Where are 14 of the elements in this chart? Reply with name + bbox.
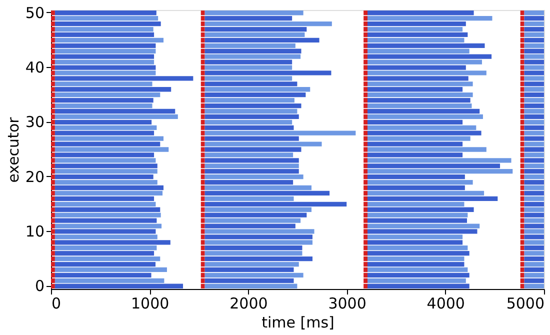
y-tick-label: 30 <box>25 113 44 132</box>
y-tick-label: 50 <box>25 4 44 22</box>
y-tick-label: 20 <box>25 168 44 186</box>
y-tick-label: 10 <box>25 222 44 240</box>
y-tick-label: 0 <box>34 277 44 296</box>
x-tick-label: 3000 <box>328 294 366 312</box>
y-tick-label: 40 <box>25 58 44 77</box>
x-tick-label: 2000 <box>230 294 268 312</box>
y-axis-title: executor <box>4 116 22 183</box>
x-tick-label: 1000 <box>131 294 170 312</box>
x-tick-label: 0 <box>52 294 62 312</box>
x-tick-label: 4000 <box>426 294 465 312</box>
x-axis-title: time [ms] <box>262 314 334 332</box>
x-tick-label: 5000 <box>506 294 544 312</box>
